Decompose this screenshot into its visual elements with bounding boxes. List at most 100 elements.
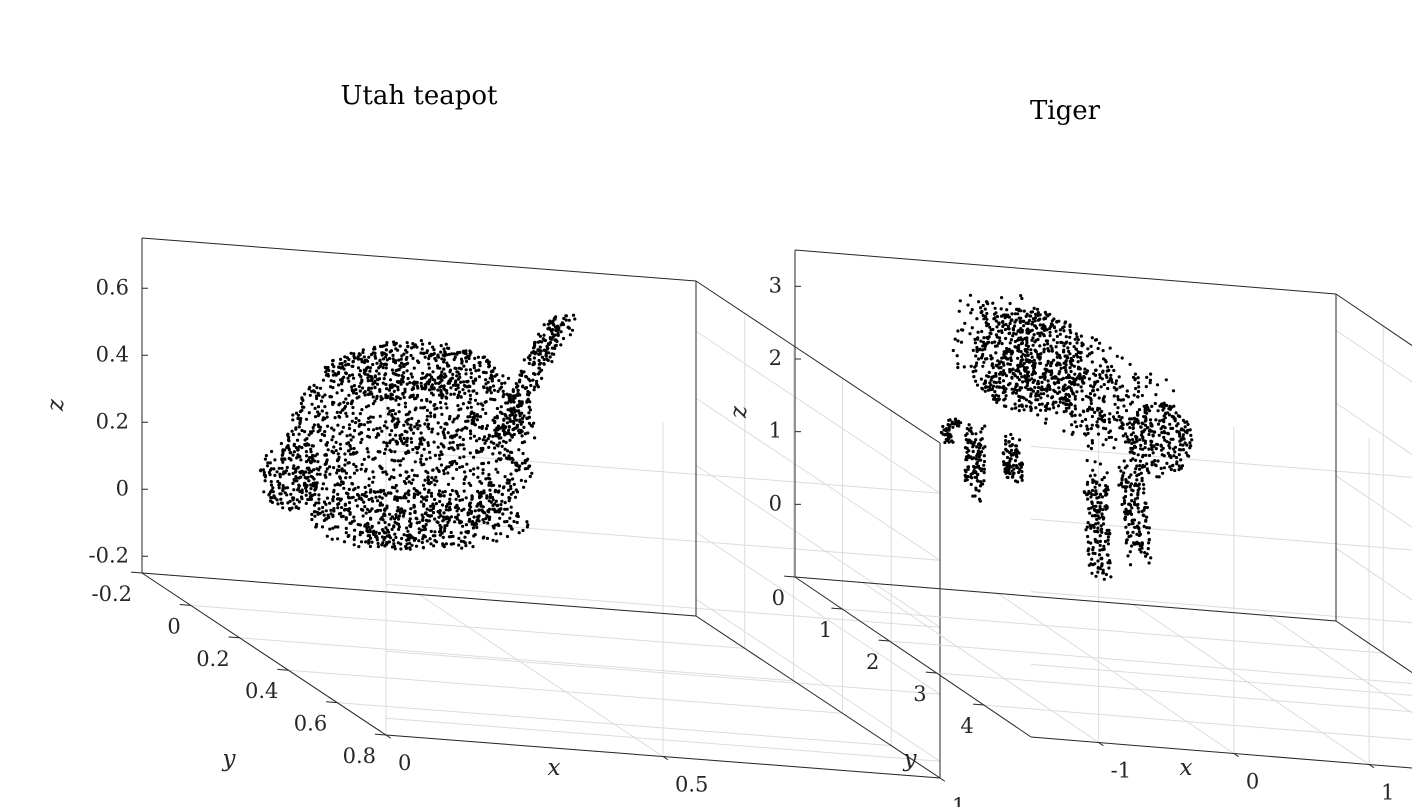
point-marker: [372, 475, 376, 479]
point-marker: [1067, 406, 1071, 410]
point-marker: [1043, 316, 1047, 320]
point-marker: [420, 387, 424, 391]
point-marker: [378, 495, 382, 499]
point-marker: [427, 427, 431, 431]
point-marker: [353, 487, 357, 491]
point-marker: [352, 515, 356, 519]
point-marker: [1134, 386, 1138, 391]
tiger-x-axis-label: x: [1180, 755, 1193, 781]
point-marker: [313, 514, 317, 518]
point-marker: [280, 466, 284, 470]
point-marker: [1020, 328, 1024, 333]
point-marker: [520, 373, 524, 378]
point-marker: [1022, 368, 1026, 372]
point-marker: [1014, 444, 1019, 448]
point-marker: [1168, 454, 1172, 458]
point-marker: [514, 413, 518, 417]
point-marker: [975, 445, 979, 449]
point-marker: [1034, 406, 1038, 410]
point-marker: [977, 446, 982, 450]
point-marker: [300, 428, 304, 433]
point-marker: [503, 507, 507, 511]
point-marker: [1127, 475, 1131, 479]
point-marker: [1125, 538, 1129, 542]
point-marker: [1128, 485, 1132, 489]
point-marker: [1157, 433, 1161, 437]
point-marker: [324, 370, 328, 374]
point-marker: [1061, 387, 1065, 391]
point-marker: [953, 422, 957, 426]
point-marker: [438, 400, 443, 405]
point-marker: [337, 403, 341, 407]
point-marker: [511, 490, 515, 494]
point-marker: [559, 330, 563, 334]
point-marker: [515, 418, 519, 422]
point-marker: [440, 384, 444, 388]
point-marker: [1135, 496, 1140, 500]
point-marker: [1138, 464, 1142, 468]
point-marker: [457, 390, 462, 394]
point-marker: [397, 508, 401, 512]
point-marker: [352, 471, 357, 475]
point-marker: [325, 534, 329, 538]
y-tick-mark: [878, 639, 890, 642]
point-marker: [306, 497, 310, 502]
point-marker: [349, 447, 353, 451]
point-marker: [285, 486, 290, 490]
point-marker: [1000, 296, 1004, 300]
point-marker: [466, 529, 470, 534]
point-marker: [514, 385, 519, 389]
point-marker: [508, 413, 512, 417]
point-marker: [522, 358, 526, 362]
point-marker: [407, 474, 411, 479]
point-marker: [1145, 515, 1149, 519]
point-marker: [467, 389, 471, 393]
point-marker: [440, 531, 444, 535]
point-marker: [353, 429, 357, 433]
point-marker: [553, 333, 557, 337]
point-marker: [295, 438, 300, 442]
point-marker: [1158, 419, 1162, 423]
point-marker: [982, 336, 986, 340]
point-marker: [494, 431, 498, 435]
point-marker: [1130, 519, 1134, 523]
point-marker: [564, 318, 568, 322]
point-marker: [426, 471, 430, 475]
point-marker: [440, 452, 444, 456]
point-marker: [516, 393, 520, 397]
point-marker: [402, 423, 406, 427]
point-marker: [400, 509, 404, 513]
point-marker: [963, 473, 967, 477]
y-tick-label: 0.8: [343, 744, 376, 768]
point-marker: [461, 427, 465, 431]
point-marker: [1087, 377, 1091, 381]
point-marker: [1090, 360, 1094, 364]
point-marker: [1064, 406, 1068, 410]
point-marker: [313, 492, 317, 496]
point-marker: [496, 503, 500, 507]
point-marker: [336, 525, 340, 529]
point-marker: [428, 378, 432, 382]
point-marker: [316, 414, 320, 418]
point-marker: [1144, 453, 1148, 457]
point-marker: [390, 429, 394, 433]
point-marker: [502, 418, 506, 422]
point-marker: [405, 526, 409, 530]
point-marker: [1098, 411, 1102, 415]
point-marker: [395, 498, 399, 502]
point-marker: [1175, 424, 1179, 428]
point-marker: [446, 502, 450, 506]
point-marker: [495, 443, 499, 447]
point-marker: [479, 504, 483, 508]
point-marker: [307, 479, 311, 483]
point-marker: [1008, 451, 1012, 455]
point-marker: [950, 439, 954, 443]
point-marker: [1013, 402, 1017, 406]
point-marker: [492, 441, 496, 445]
point-marker: [1100, 414, 1105, 418]
point-marker: [1130, 400, 1134, 404]
point-marker: [546, 342, 551, 346]
point-marker: [416, 359, 420, 363]
point-marker: [509, 419, 513, 423]
point-marker: [1050, 360, 1054, 364]
